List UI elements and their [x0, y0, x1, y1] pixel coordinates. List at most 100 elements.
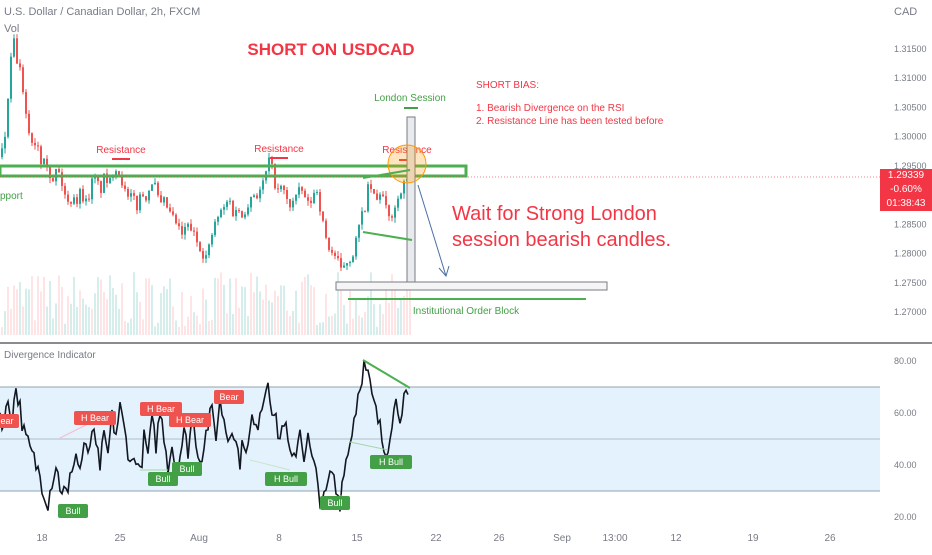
volume-bar [169, 278, 171, 335]
volume-bar [394, 290, 396, 335]
volume-bar [217, 278, 219, 335]
candle-body [4, 136, 6, 149]
candle-body [325, 220, 327, 238]
candle-body [94, 177, 96, 179]
volume-bar [322, 322, 324, 335]
candle-body [313, 192, 315, 203]
candle-body [361, 211, 363, 225]
volume-bar [286, 310, 288, 335]
candle-body [19, 63, 21, 68]
volume-bar [76, 306, 78, 335]
candle-body [181, 226, 183, 235]
price-axis-tick: 1.27000 [894, 307, 927, 317]
volume-bar [289, 315, 291, 335]
time-axis-tick: 22 [430, 533, 442, 544]
candle-body [103, 173, 105, 193]
candle-body [226, 201, 228, 208]
time-axis-tick: 26 [493, 533, 505, 544]
volume-bar [160, 293, 162, 335]
resistance-zone[interactable] [0, 164, 468, 178]
signal-label-box [370, 455, 412, 469]
candle-body [214, 221, 216, 235]
candle-body [199, 242, 201, 252]
volume-bar [223, 284, 225, 335]
volume-label: Vol [4, 23, 20, 35]
volume-bar [358, 315, 360, 335]
rsi-layer [0, 360, 880, 512]
resistance-label-1: Resistance [96, 145, 146, 156]
volume-bar [259, 291, 261, 335]
signal-label-box [148, 472, 178, 486]
projection-arrowhead [438, 265, 450, 278]
candle-body [97, 177, 99, 182]
volume-bar [340, 289, 342, 335]
volume-bar [4, 311, 6, 335]
signal-label-box [74, 411, 116, 425]
indicator-title[interactable]: Divergence Indicator [4, 350, 96, 361]
volume-bar [46, 306, 48, 335]
order-block-zone[interactable] [335, 281, 608, 291]
volume-bar [298, 322, 300, 335]
price-axis-tick: 1.30000 [894, 132, 927, 142]
price-axis-tick: 1.31000 [894, 73, 927, 83]
candle-body [316, 191, 318, 193]
candle-body [388, 205, 390, 217]
volume-bar [184, 325, 186, 335]
volume-bar [292, 311, 294, 335]
candle-body [295, 194, 297, 201]
volume-bar [238, 307, 240, 335]
volume-bar [49, 280, 51, 335]
volume-bar [265, 284, 267, 335]
wait-line-1: Wait for Strong London [452, 203, 657, 225]
volume-bar [202, 288, 204, 335]
candle-body [67, 194, 69, 202]
volume-bar [193, 312, 195, 335]
candle-body [340, 258, 342, 268]
candle-body [346, 263, 348, 266]
time-axis-tick: 25 [114, 533, 126, 544]
volume-bar [142, 319, 144, 335]
candle-body [49, 166, 51, 179]
volume-bar [133, 272, 135, 335]
candle-body [22, 67, 24, 93]
candle-body [232, 200, 234, 217]
candle-body [136, 195, 138, 211]
volume-bar [226, 313, 228, 335]
candle-body [61, 172, 63, 186]
volume-bar [256, 276, 258, 335]
volume-bar [88, 306, 90, 335]
bias-item-2: 2. Resistance Line has been tested befor… [476, 116, 664, 127]
london-session-bar[interactable] [406, 116, 416, 289]
candle-body [163, 197, 165, 203]
volume-bar [148, 278, 150, 335]
price-axis-tick: 1.28000 [894, 249, 927, 259]
volume-bar [109, 275, 111, 335]
candle-body [40, 146, 42, 165]
rsi-faint-line-3 [249, 459, 291, 471]
volume-bar [328, 316, 330, 335]
volume-bar [250, 272, 252, 335]
candle-body [10, 56, 12, 99]
volume-bar [220, 272, 222, 335]
candle-body [58, 168, 60, 173]
volume-bar [364, 312, 366, 335]
signal-label-box [265, 472, 307, 486]
candle-body [322, 211, 324, 221]
candle-body [7, 98, 9, 137]
candle-body [307, 197, 309, 201]
volume-bar [388, 302, 390, 335]
price-divergence-top [362, 169, 411, 179]
candle-body [373, 189, 375, 194]
volume-bar [40, 291, 42, 335]
candle-body [223, 207, 225, 210]
candle-body [238, 210, 240, 212]
volume-bar [397, 307, 399, 335]
candle-body [175, 214, 177, 224]
candle-body [100, 181, 102, 193]
candle-body [217, 217, 219, 222]
volume-bar [58, 275, 60, 335]
signal-label-text: Bear [219, 392, 238, 402]
price-axis-tick: 1.28500 [894, 219, 927, 229]
